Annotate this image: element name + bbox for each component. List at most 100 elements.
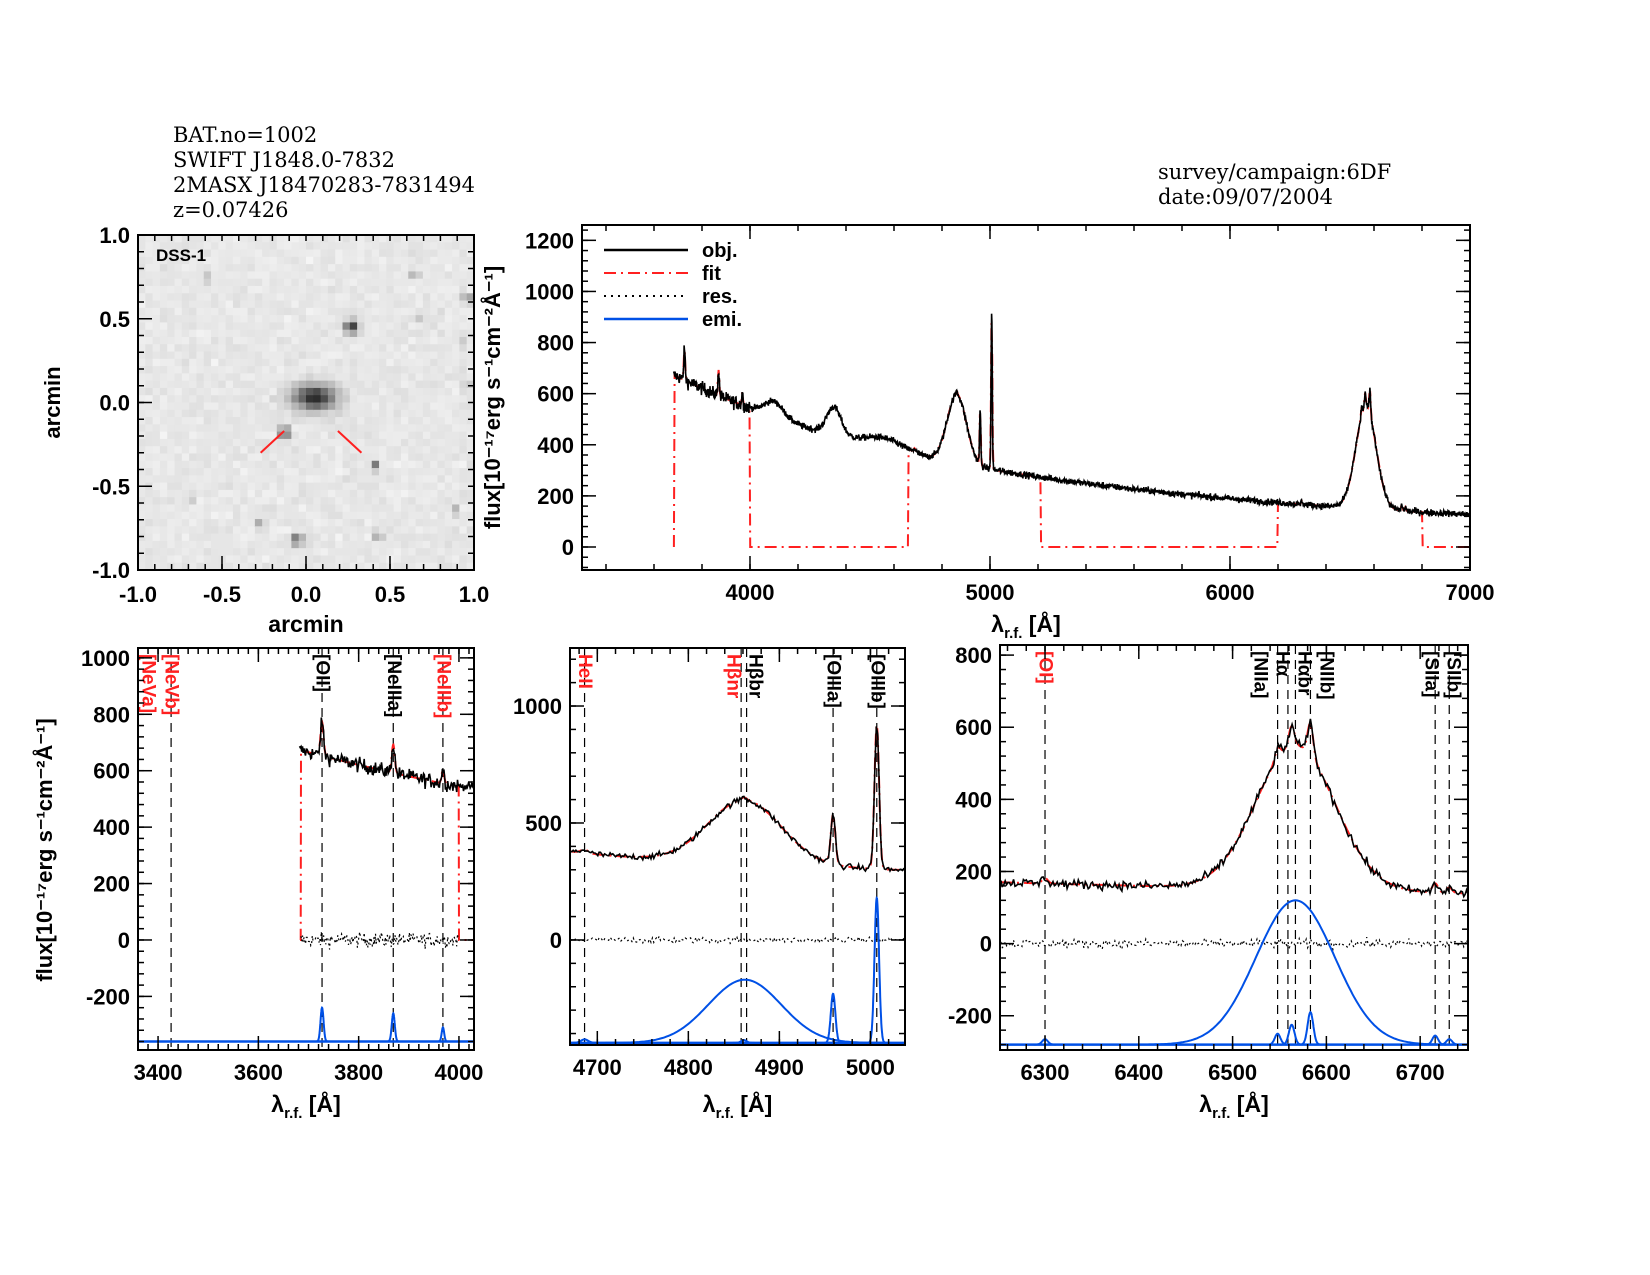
image-pixel [335, 271, 344, 280]
image-pixel [269, 300, 278, 309]
image-pixel [371, 424, 380, 433]
image-pixel [466, 278, 475, 287]
image-pixel [379, 497, 387, 505]
image-pixel [357, 446, 365, 454]
image-pixel [262, 453, 270, 462]
image-pixel [364, 278, 373, 287]
image-pixel [145, 504, 154, 513]
image-pixel [327, 460, 336, 469]
image-pixel [320, 497, 329, 505]
image-pixel [444, 497, 453, 505]
image-pixel [379, 453, 387, 462]
image-pixel [379, 417, 387, 425]
image-pixel [276, 504, 285, 513]
line-label: [SIIb] [1443, 651, 1464, 699]
image-pixel [335, 409, 344, 418]
image-pixel [298, 417, 307, 425]
image-pixel [298, 453, 307, 462]
image-pixel [415, 533, 424, 542]
image-pixel [232, 540, 241, 549]
image-pixel [254, 380, 263, 389]
y-tick-label: 0 [118, 928, 130, 953]
image-pixel [437, 307, 446, 316]
image-pixel [422, 242, 431, 251]
image-pixel [232, 417, 241, 425]
image-pixel [349, 482, 358, 491]
image-pixel [218, 315, 227, 323]
image-pixel [298, 540, 307, 549]
image-pixel [335, 242, 344, 251]
image-pixel [240, 293, 249, 302]
image-pixel [342, 526, 351, 535]
image-pixel [225, 329, 234, 338]
image-pixel [152, 300, 161, 309]
image-pixel [174, 533, 183, 542]
image-pixel [342, 366, 351, 374]
image-pixel [313, 424, 322, 433]
image-pixel [254, 446, 263, 454]
image-pixel [437, 533, 446, 542]
emission-component [732, 1039, 755, 1044]
image-pixel [196, 307, 205, 316]
image-pixel [284, 249, 292, 258]
image-pixel [393, 366, 402, 374]
image-pixel [254, 475, 263, 484]
image-pixel [320, 489, 329, 498]
image-pixel [240, 409, 249, 418]
image-pixel [218, 424, 227, 433]
image-pixel [422, 329, 431, 338]
y-tick-label: 1000 [513, 694, 562, 719]
image-pixel [386, 322, 395, 331]
image-pixel [167, 519, 176, 527]
x-tick-label: 4800 [664, 1055, 713, 1080]
image-pixel [371, 409, 380, 418]
image-pixel [327, 285, 336, 294]
x-tick-label: 3600 [234, 1060, 283, 1085]
image-pixel [422, 271, 431, 280]
image-pixel [189, 468, 197, 476]
image-pixel [408, 562, 417, 571]
image-pixel [203, 300, 212, 309]
image-pixel [342, 242, 351, 251]
image-pixel [181, 315, 190, 323]
image-pixel [393, 315, 402, 323]
image-pixel [167, 380, 176, 389]
image-pixel [232, 424, 241, 433]
image-pixel [408, 249, 417, 258]
image-pixel [138, 380, 146, 389]
image-pixel [320, 555, 329, 564]
image-pixel [276, 395, 285, 403]
image-pixel [466, 460, 475, 469]
image-pixel [291, 475, 300, 484]
survey: survey/campaign:6DF [1158, 160, 1392, 184]
image-pixel [379, 533, 387, 542]
y-tick-label: 400 [93, 815, 130, 840]
image-pixel [232, 300, 241, 309]
image-pixel [284, 555, 292, 564]
image-pixel [262, 380, 270, 389]
image-pixel [371, 431, 380, 440]
image-pixel [145, 395, 154, 403]
image-pixel [393, 424, 402, 433]
image-pixel [159, 344, 168, 353]
image-pixel [415, 380, 424, 389]
image-pixel [225, 446, 234, 454]
image-pixel [408, 402, 417, 411]
image-pixel [430, 395, 438, 403]
image-pixel [218, 446, 227, 454]
image-pixel [152, 293, 161, 302]
x-tick-label: 3800 [334, 1060, 383, 1085]
image-pixel [371, 417, 380, 425]
image-pixel [349, 329, 358, 338]
image-pixel [218, 300, 227, 309]
image-pixel [225, 395, 234, 403]
image-pixel [327, 511, 336, 520]
image-pixel [313, 468, 322, 476]
image-pixel [452, 395, 460, 403]
image-pixel [225, 336, 234, 345]
image-pixel [320, 271, 329, 280]
plot-area [1000, 645, 1468, 1050]
image-pixel [284, 453, 292, 462]
image-pixel [167, 285, 176, 294]
image-pixel [466, 307, 475, 316]
